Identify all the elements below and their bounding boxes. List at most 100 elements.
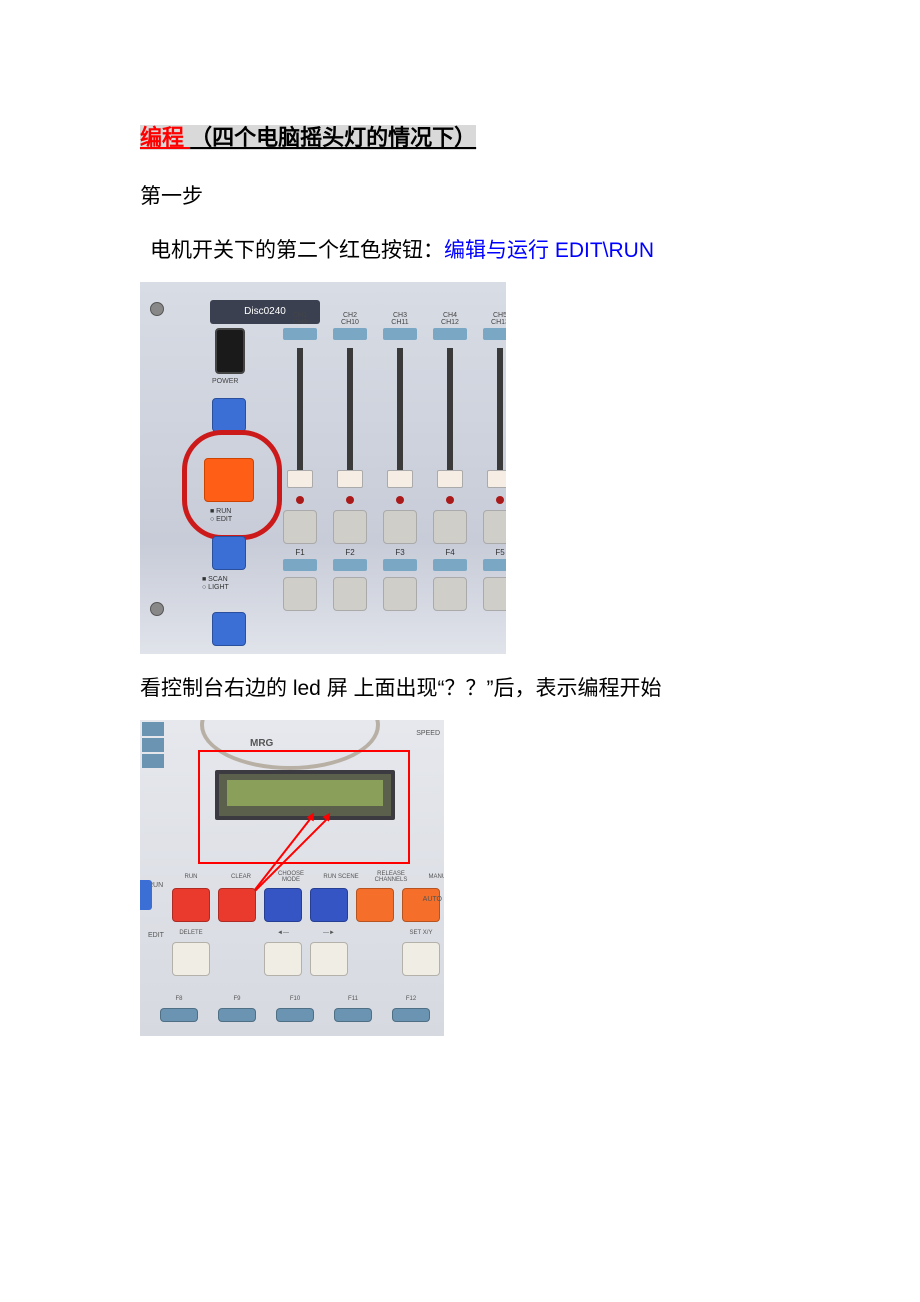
fader-col-5: CH5 CH13 F5 [480,312,506,632]
f-label: F11 [334,992,372,1006]
fader-track [397,348,403,488]
f-box [276,1008,314,1022]
run-button [172,888,210,922]
manual-button [402,888,440,922]
edit-side-label: EDIT [148,932,164,939]
title-part1: 编程 [140,125,190,150]
power-switch [215,328,245,374]
f-label: F4 [430,548,470,557]
ch-label: CH11 [380,319,420,326]
f-box [218,1008,256,1022]
channel-button [483,577,506,611]
fader-track [347,348,353,488]
fader-col-1: CH1 CH9 F1 [280,312,320,632]
ch-label: CH4 [430,312,470,319]
f-label: F2 [330,548,370,557]
f-label: F1 [280,548,320,557]
run-scene-button [310,888,348,922]
channel-button [433,510,467,544]
btn-label: CLEAR [222,870,260,884]
ch-label: CH5 [480,312,506,319]
figure-2-lcd-screen: MRG SPEED RUN RUN CLEAR CHOOSE MODE RUN … [140,720,444,1036]
delete-button [172,942,210,976]
led-indicator [446,496,454,504]
channel-button [433,577,467,611]
btn-label: —► [310,926,348,940]
fader-knob [337,470,363,488]
btn-label: DELETE [172,926,210,940]
ch-label: CH2 [330,312,370,319]
led-indicator [396,496,404,504]
fader-col-3: CH3 CH11 F3 [380,312,420,632]
doc-title: 编程 （四个电脑摇头灯的情况下） [140,120,780,152]
btn-label: SET X/Y [402,926,440,940]
release-channels-button [356,888,394,922]
auto-label: AUTO [423,896,442,903]
ch-label: CH10 [330,319,370,326]
btn-label: RUN SCENE [322,870,360,884]
button-row-1 [172,888,440,922]
ch-box [283,328,317,340]
f-label: F9 [218,992,256,1006]
btn-label: MANUAL [422,870,444,884]
instruction-1: 电机开关下的第二个红色按钮：编辑与运行 EDIT\RUN [140,234,780,264]
left-column [142,722,166,1036]
blue-button-scan-light [212,536,246,570]
channel-button [333,577,367,611]
screw-icon [150,302,164,316]
channel-button [283,577,317,611]
fader-knob [387,470,413,488]
scan-light-label: ■ SCAN ○ LIGHT [202,576,229,591]
led-indicator [496,496,504,504]
f-label-row: F8 F9 F10 F11 F12 [160,992,430,1006]
lcd-screen [215,770,395,820]
btn-label: RELEASE CHANNELS [372,870,410,884]
ch-box [483,328,506,340]
edit-run-button [204,458,254,502]
fader-knob [487,470,506,488]
fader-track [497,348,503,488]
f-label: F12 [392,992,430,1006]
ch-label: CH1 [280,312,320,319]
screw-icon [150,602,164,616]
run-edit-label: ■ RUN ○ EDIT [210,508,232,523]
step-heading: 第一步 [140,180,780,210]
blue-button-top [212,398,246,432]
channel-button [383,577,417,611]
ch-label: CH3 [380,312,420,319]
button-label-row-2: DELETE ◄— —► SET X/Y [172,926,440,940]
left-tag [142,722,164,736]
left-tag [142,754,164,768]
lcd-display-area [227,780,383,806]
ch-box [433,328,467,340]
figure-1-console-edit-run: Disc0240 POWER ■ RUN ○ EDIT ■ SCAN ○ LIG… [140,282,506,654]
btn-label: RUN [172,870,210,884]
p-box [383,559,417,571]
f-label: F10 [276,992,314,1006]
ch-label: CH13 [480,319,506,326]
power-label: POWER [212,378,238,385]
btn-label: CHOOSE MODE [272,870,310,884]
ch-box [333,328,367,340]
channel-button [383,510,417,544]
instruction-1-black: 电机开关下的第二个红色按钮： [150,239,444,262]
f-box [392,1008,430,1022]
right-arrow-button [310,942,348,976]
p-box [283,559,317,571]
instruction-1-blue: 编辑与运行 EDIT\RUN [444,239,654,262]
f-label: F8 [160,992,198,1006]
f-box [334,1008,372,1022]
fader-knob [437,470,463,488]
ch-box [383,328,417,340]
channel-button [483,510,506,544]
btn-label: ◄— [264,926,302,940]
speed-label: SPEED [416,730,440,737]
channel-button [333,510,367,544]
f-box [160,1008,198,1022]
led-indicator [346,496,354,504]
clear-button [218,888,256,922]
fader-col-4: CH4 CH12 F4 [430,312,470,632]
left-tag [142,738,164,752]
choose-mode-button [264,888,302,922]
brand-label: MRG [250,738,273,749]
